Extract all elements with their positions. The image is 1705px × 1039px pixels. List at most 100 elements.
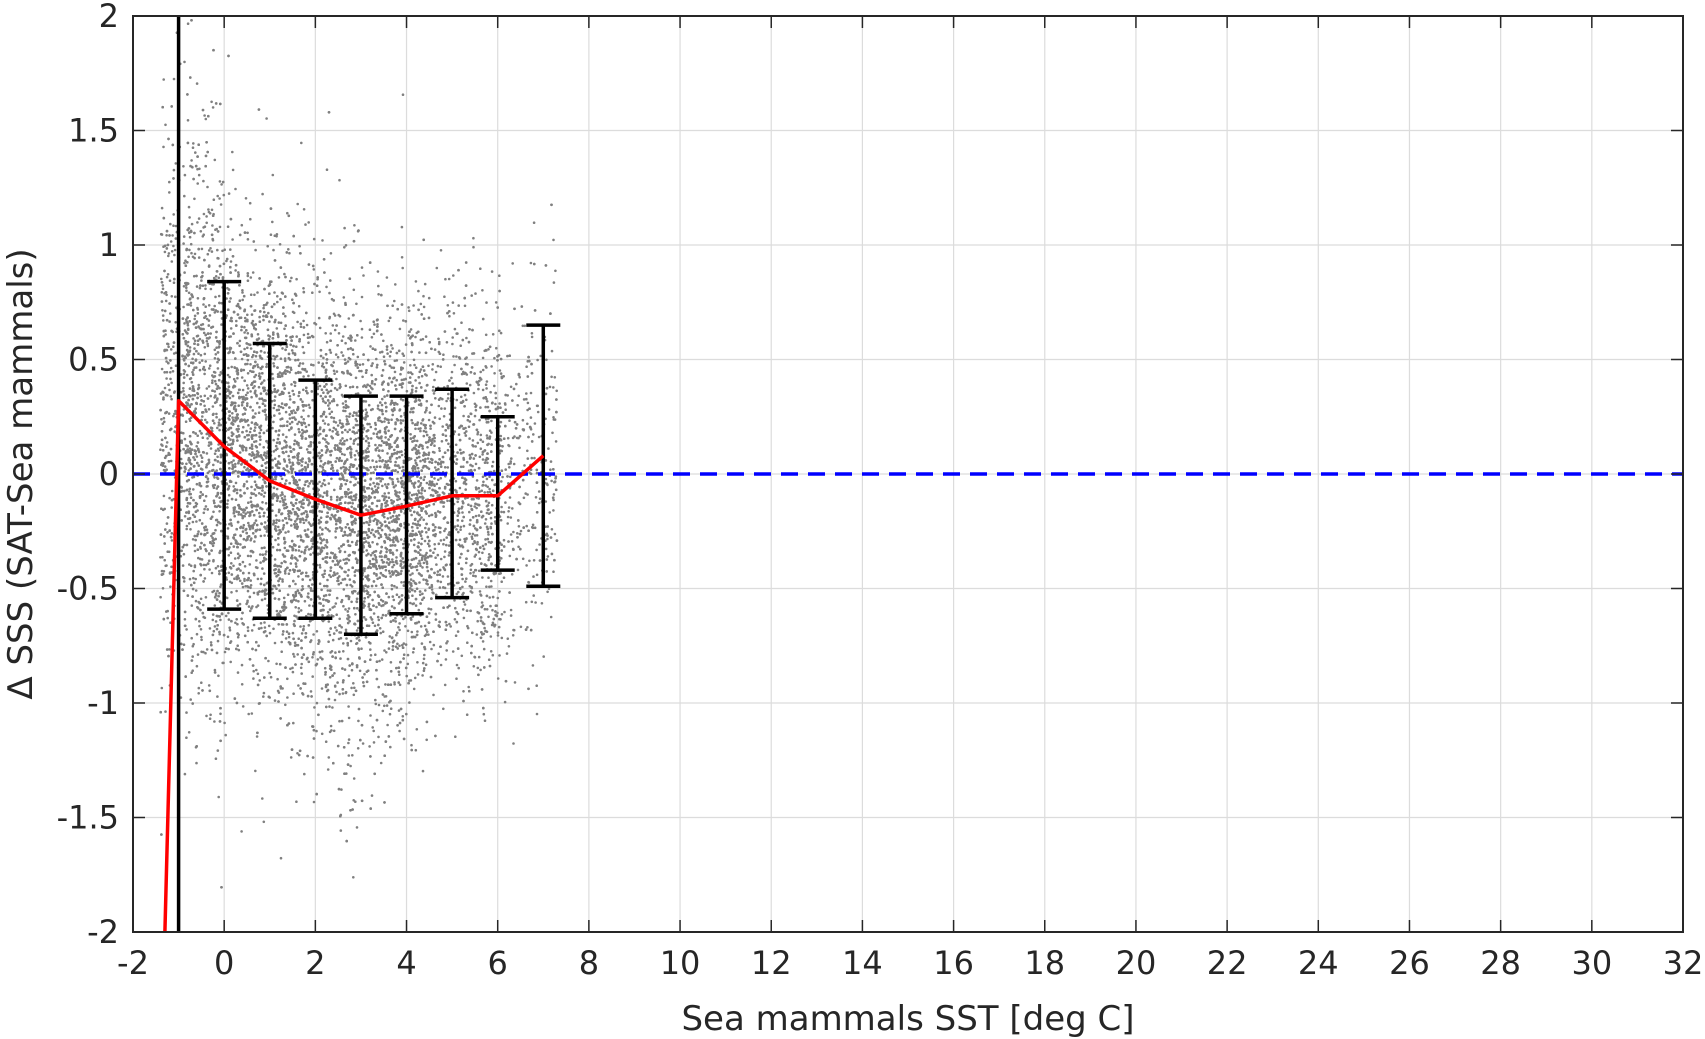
scatter-point [215,523,219,527]
scatter-point [374,378,378,381]
scatter-point [339,439,343,442]
scatter-point [397,480,400,483]
scatter-point [429,427,432,430]
scatter-point [227,366,230,370]
scatter-point [462,524,466,528]
scatter-point [455,355,458,358]
scatter-point [334,602,338,605]
scatter-point [451,301,455,304]
scatter-point [307,221,311,224]
scatter-point [349,455,353,459]
scatter-point [199,547,202,550]
scatter-point [159,392,163,395]
scatter-point [197,325,200,328]
scatter-point [220,323,223,326]
scatter-point [210,208,214,212]
scatter-point [302,333,306,337]
scatter-point [367,389,370,393]
scatter-point [454,634,458,637]
scatter-point [494,396,498,400]
scatter-point [296,202,300,206]
scatter-point [283,359,287,363]
scatter-point [258,405,261,409]
scatter-point [461,545,465,549]
scatter-point [209,332,212,335]
scatter-point [527,580,530,584]
scatter-point [442,415,446,418]
scatter-point [353,530,356,534]
scatter-point [261,567,264,570]
scatter-point [236,604,240,607]
scatter-point [488,490,492,494]
scatter-point [170,397,173,401]
scatter-point [228,335,231,339]
scatter-point [163,250,167,254]
scatter-point [342,558,346,562]
scatter-point [249,390,252,393]
scatter-point [219,522,222,525]
scatter-point [457,530,460,534]
scatter-point [182,235,186,238]
scatter-point [259,534,263,538]
scatter-point [192,142,195,145]
scatter-point [262,820,266,824]
scatter-point [215,346,218,350]
scatter-point [183,271,186,274]
scatter-point [481,475,485,479]
scatter-point [244,446,248,450]
scatter-point [214,620,218,623]
scatter-point [418,495,422,499]
scatter-point [165,275,169,279]
scatter-point [219,712,222,716]
scatter-point [455,677,458,680]
scatter-point [283,495,287,498]
scatter-point [427,296,431,300]
scatter-point [394,460,397,464]
scatter-point [493,372,496,375]
scatter-point [400,453,404,457]
scatter-point [481,453,484,456]
scatter-point [227,611,230,615]
scatter-point [255,401,259,405]
scatter-point [332,469,335,473]
scatter-point [290,554,294,557]
scatter-point [474,462,478,466]
scatter-point [282,596,286,600]
scatter-point [273,572,277,575]
scatter-point [283,327,286,331]
scatter-point [342,406,346,409]
scatter-point [334,651,337,654]
scatter-point [502,576,506,579]
scatter-point [398,491,401,494]
scatter-point [478,557,482,560]
scatter-point [489,635,493,638]
scatter-point [247,712,250,716]
scatter-point [285,464,289,467]
scatter-point [278,548,282,552]
scatter-point [499,420,503,424]
scatter-point [437,478,440,482]
scatter-point [471,439,475,442]
scatter-point [164,123,167,127]
scatter-point [426,542,430,546]
scatter-point [383,704,386,708]
scatter-point [248,563,252,566]
scatter-point [365,549,369,552]
scatter-point [536,358,539,362]
scatter-point [253,375,256,379]
scatter-point [401,715,405,718]
scatter-point [203,499,206,503]
scatter-point [207,684,211,687]
scatter-point [276,295,279,298]
scatter-point [195,469,198,473]
scatter-point [387,491,391,495]
scatter-point [253,293,256,297]
scatter-point [240,376,244,379]
scatter-point [360,369,363,373]
scatter-point [494,402,497,406]
scatter-point [393,359,397,363]
scatter-point [524,492,527,495]
scatter-point [454,735,457,738]
scatter-point [239,488,242,492]
